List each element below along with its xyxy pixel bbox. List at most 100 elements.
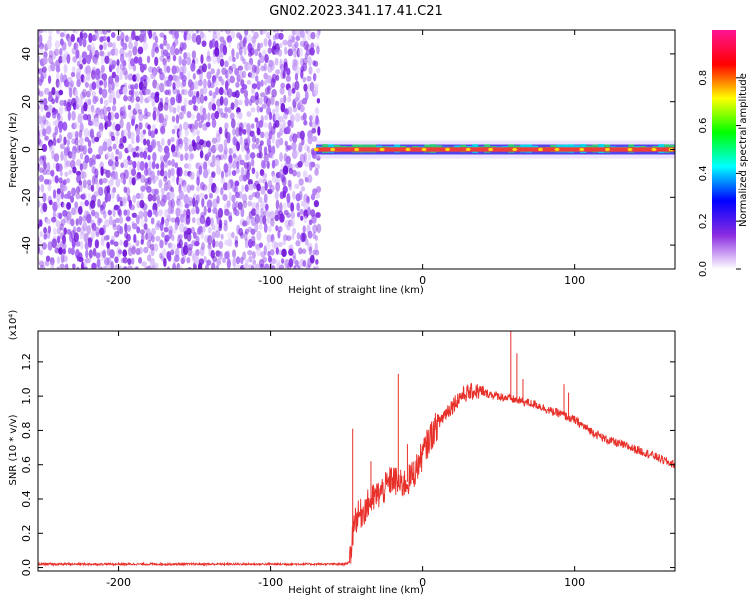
spectrogram-cell [262,215,267,225]
spectrogram-cell [125,233,131,242]
spectrogram-cell [195,248,200,257]
spectrogram-cell [70,218,75,227]
spectrogram-cell [297,265,301,269]
spectrogram-cell [78,136,84,146]
spectrogram-cell [125,209,131,217]
spectrogram-cell [266,216,271,224]
spectrogram-cell [215,71,219,79]
spectrogram-cell [222,193,228,202]
spectrogram-cell [71,187,77,197]
colorbar-tick-label: 0.4 [698,165,709,181]
spectrogram-cell [259,106,263,113]
spectrogram-cell [54,48,60,56]
spectrogram-cell [159,43,164,50]
spectrogram-cell [190,30,195,34]
spectrogram-cell [199,181,205,191]
spectrogram-cell [298,178,304,186]
spectrogram-cell [224,122,229,130]
spectrogram-cell [199,104,204,115]
spectrogram-cell [182,253,186,263]
spectrogram-cell [251,64,257,74]
spectrogram-cell [63,99,67,107]
spectrogram-cell [208,226,212,234]
spectrogram-cell [189,81,195,91]
spectrogram-cell [185,214,191,225]
spectrogram-cell [123,240,129,248]
spectrogram-cell [303,120,308,126]
spectrogram-cell [174,254,180,263]
spectrogram-cell [115,159,119,168]
spectrogram-cell [220,187,224,196]
signal-peak [604,147,610,152]
spectrogram-cell [102,201,106,210]
spectrogram-cell [228,40,232,48]
spectrogram-cell [105,152,111,160]
spectrogram-cell [178,238,183,249]
spectrogram-cell [55,78,60,88]
spectrogram-cell [172,107,177,114]
spectrogram-cell [149,243,156,251]
spectrogram-cell [211,118,217,128]
spectrogram-cell [82,160,88,170]
spectrogram-cell [305,30,309,35]
spectrogram-cell [237,191,243,199]
spectrogram-cell [85,65,91,76]
spectrogram-cell [226,135,231,144]
y-tick-label: -40 [20,236,33,254]
spectrogram-cell [254,222,259,233]
spectrogram-cell [189,184,195,191]
spectrogram-cell [111,105,117,112]
spectrogram-cell [99,97,104,105]
spectrogram-cell [207,243,212,250]
spectrogram-cell [282,70,286,79]
spectrogram-cell [132,151,137,158]
spectrogram-cell [178,111,184,120]
spectrogram-cell [42,192,47,203]
spectrogram-cell [300,69,304,79]
spectrogram-cell [206,199,213,209]
spectrogram-cell [192,231,197,239]
spectrogram-cell [110,176,114,183]
spectrogram-cell [48,49,54,58]
spectrogram-cell [125,186,131,197]
spectrogram-cell [73,42,79,50]
spectrogram-cell [294,72,299,81]
spectrogram-cell [110,111,114,121]
spectrogram-cell [48,55,54,65]
spectrogram-cell [250,95,256,104]
spectrogram-cell [188,99,193,106]
spectrogram-cell [110,261,114,269]
spectrogram-cell [70,71,76,78]
spectrogram-cell [277,230,281,239]
spectrogram-cell [236,160,240,170]
spectrogram-cell [292,227,297,235]
spectrogram-cell [285,264,289,269]
spectrogram-cell [148,160,152,170]
spectrogram-cell [74,137,79,146]
spectrogram-cell [256,230,262,241]
spectrogram-cell [288,248,294,256]
spectrogram-cell [42,56,48,65]
spectrogram-cell [296,131,301,139]
spectrogram-cell [246,136,251,146]
spectrogram-cell [289,135,293,142]
spectrogram-cell [52,175,56,183]
spectrogram-cell [81,171,87,179]
spectrogram-cell [254,91,259,100]
spectrogram-cell [219,30,224,33]
spectrogram-cell [77,183,83,193]
spectrogram-cell [200,231,204,240]
spectrogram-cell [202,85,208,95]
spectrogram-cell [78,37,83,47]
spectrogram-cell [214,110,220,120]
spectrogram-cell [141,203,148,211]
spectrogram-cell [250,216,257,227]
spectrogram-cell [256,127,261,136]
spectrogram-cell [152,151,157,162]
colorbar-axes: 0.0 0.2 0.4 0.6 0.8 [698,70,741,277]
spectrogram-cell [286,67,291,76]
spectrogram-cell [199,94,205,104]
spectrogram-cell [66,201,72,210]
spectrogram-cell [199,143,203,151]
spectrogram-cell [135,134,140,144]
